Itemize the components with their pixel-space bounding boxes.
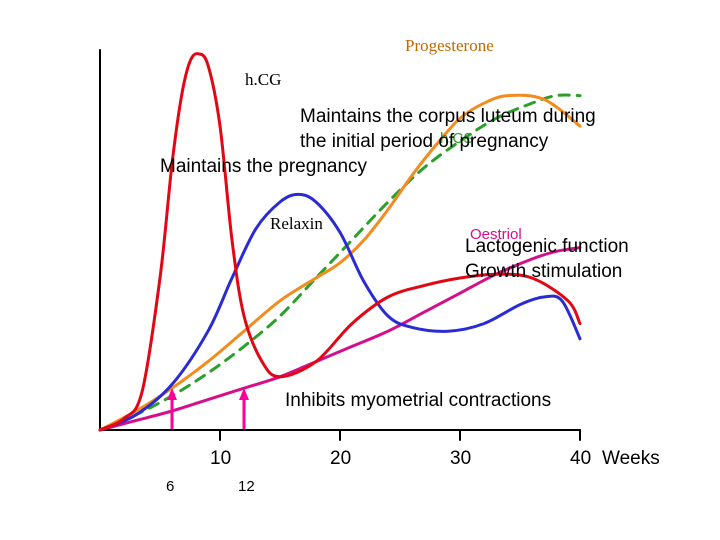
x-tick-label: 40 bbox=[570, 448, 591, 470]
figure-stage: Progesterone h.CG Relaxin h.CS Oestriol … bbox=[0, 0, 720, 540]
x-tick-label: 20 bbox=[330, 448, 351, 470]
x-tick-label: 30 bbox=[450, 448, 471, 470]
annot-growth: Growth stimulation bbox=[465, 261, 622, 283]
x-extra-label: 6 bbox=[166, 478, 174, 495]
label-relaxin: Relaxin bbox=[270, 214, 323, 234]
annot-corpus-line2: the initial period of pregnancy bbox=[300, 131, 548, 153]
x-tick-label: 10 bbox=[210, 448, 231, 470]
x-axis-label: Weeks bbox=[602, 448, 660, 470]
x-extra-label: 12 bbox=[238, 478, 255, 495]
annot-maintains: Maintains the pregnancy bbox=[160, 156, 367, 178]
label-hcg: h.CG bbox=[245, 70, 281, 90]
label-progesterone: Progesterone bbox=[405, 36, 494, 56]
annot-lactogenic: Lactogenic function bbox=[465, 236, 629, 258]
annot-corpus-line1: Maintains the corpus luteum during bbox=[300, 106, 596, 128]
annot-inhibits: Inhibits myometrial contractions bbox=[285, 390, 551, 412]
